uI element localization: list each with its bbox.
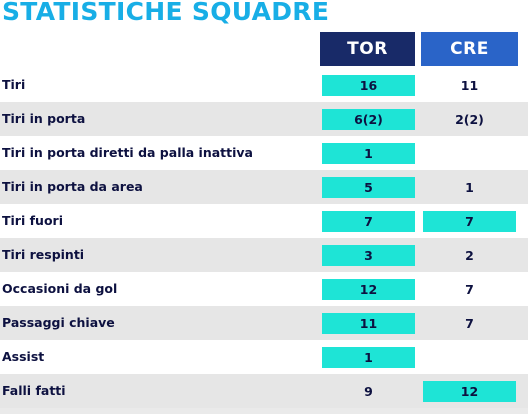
stat-value-cre (423, 143, 516, 164)
stat-row: Tiri 16 11 (0, 68, 528, 102)
stat-row: Tiri in porta diretti da palla inattiva 1 (0, 136, 528, 170)
stat-label: Passaggi chiave (2, 315, 115, 330)
team-header-tor: TOR (320, 32, 415, 66)
stat-label: Assist (2, 349, 45, 364)
stat-label: Tiri in porta (2, 111, 86, 126)
stat-value-cre: 12 (423, 381, 516, 402)
stat-label: Falli fatti (2, 383, 66, 398)
stat-label: Tiri in porta da area (2, 179, 143, 194)
stat-row: Falli fatti 9 12 (0, 374, 528, 408)
stat-value-tor: 1 (322, 347, 415, 368)
stat-value-tor: 11 (322, 313, 415, 334)
stat-value-cre: 2(2) (455, 112, 484, 127)
bottom-strip (0, 408, 528, 414)
stat-row: Occasioni da gol 12 7 (0, 272, 528, 306)
stat-value-tor: 12 (322, 279, 415, 300)
stat-row: Tiri in porta da area 5 1 (0, 170, 528, 204)
stat-value-tor: 1 (322, 143, 415, 164)
stat-row: Tiri in porta 6(2) 2(2) (0, 102, 528, 136)
stat-value-tor: 5 (322, 177, 415, 198)
stat-value-tor: 3 (322, 245, 415, 266)
stat-value-tor: 6(2) (322, 109, 415, 130)
stat-label: Tiri respinti (2, 247, 85, 262)
stat-row: Assist 1 (0, 340, 528, 374)
stat-value-tor: 7 (322, 211, 415, 232)
stat-row: Tiri respinti 3 2 (0, 238, 528, 272)
stat-value-cre: 7 (465, 316, 474, 331)
stat-value-cre: 7 (423, 211, 516, 232)
stat-row: Tiri fuori 7 7 (0, 204, 528, 238)
stat-label: Tiri (2, 77, 26, 92)
team-header-cre: CRE (421, 32, 518, 66)
page-title: STATISTICHE SQUADRE (2, 0, 330, 26)
stats-table: Tiri 16 11 Tiri in porta 6(2) 2(2) Tiri in por… (0, 68, 528, 408)
stat-row: Passaggi chiave 11 7 (0, 306, 528, 340)
stat-label: Tiri fuori (2, 213, 63, 228)
stat-value-cre: 7 (465, 282, 474, 297)
stat-value-tor: 16 (322, 75, 415, 96)
stat-label: Tiri in porta diretti da palla inattiva (2, 145, 253, 160)
stat-value-cre: 2 (465, 248, 474, 263)
stat-value-cre (423, 347, 516, 368)
stat-label: Occasioni da gol (2, 281, 118, 296)
stat-value-cre: 11 (460, 78, 479, 93)
stat-value-tor: 9 (364, 384, 373, 399)
stat-value-cre: 1 (465, 180, 474, 195)
